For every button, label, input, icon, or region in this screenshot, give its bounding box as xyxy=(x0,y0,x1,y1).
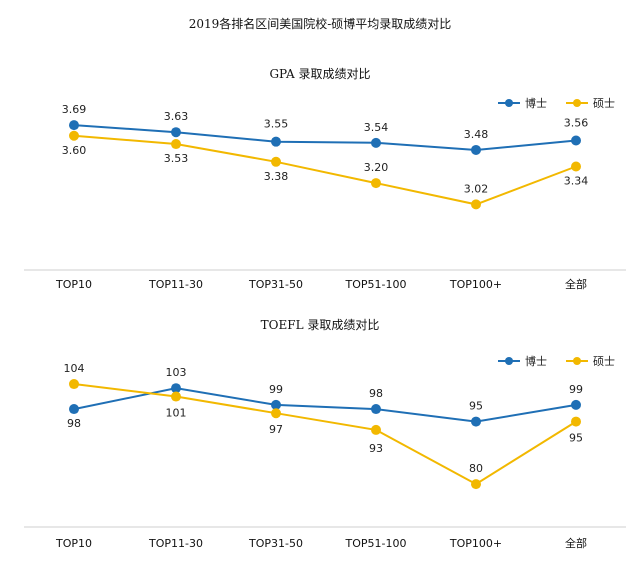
data-label: 3.02 xyxy=(464,182,489,195)
data-label: 101 xyxy=(166,407,187,420)
data-point xyxy=(371,137,381,148)
data-label: 3.34 xyxy=(564,175,589,188)
data-label: 3.53 xyxy=(164,152,189,165)
data-label: 98 xyxy=(67,417,81,430)
x-tick-label: TOP100+ xyxy=(449,278,502,291)
legend-marker xyxy=(573,357,581,365)
data-label: 3.63 xyxy=(164,110,189,123)
data-point xyxy=(571,135,581,146)
x-tick-label: TOP100+ xyxy=(449,537,502,550)
chart-title: GPA 录取成绩对比 xyxy=(269,67,370,81)
data-point xyxy=(69,120,79,131)
data-label: 99 xyxy=(269,383,283,396)
data-point xyxy=(571,416,581,427)
data-label: 3.20 xyxy=(364,161,389,174)
x-tick-label: 全部 xyxy=(565,277,587,291)
data-label: 95 xyxy=(569,432,583,445)
data-point xyxy=(271,136,281,147)
gpa-chart: GPA 录取成绩对比 TOP10 TOP11-30 TOP31-50 TOP51-100… xyxy=(24,67,626,291)
data-point xyxy=(471,479,481,490)
x-tick-label: 全部 xyxy=(565,536,587,550)
x-tick-label: TOP51-100 xyxy=(345,537,407,550)
toefl-chart: TOEFL 录取成绩对比 TOP10 TOP11-30 TOP31-50 TOP51-1… xyxy=(24,318,626,550)
data-point xyxy=(69,379,79,390)
x-tick-label: TOP11-30 xyxy=(148,537,203,550)
data-label: 95 xyxy=(469,400,483,413)
data-label: 93 xyxy=(369,442,383,455)
data-point xyxy=(571,399,581,410)
legend-marker xyxy=(573,99,581,107)
x-tick-label: TOP31-50 xyxy=(248,278,303,291)
data-point xyxy=(571,161,581,172)
data-label: 3.54 xyxy=(364,121,389,134)
legend-marker xyxy=(505,99,513,107)
data-label: 3.56 xyxy=(564,116,589,129)
data-point xyxy=(471,416,481,427)
legend-marker xyxy=(505,357,513,365)
legend-label: 博士 xyxy=(525,97,547,110)
series-line xyxy=(73,134,577,206)
legend-label: 硕士 xyxy=(593,97,615,110)
x-tick-label: TOP10 xyxy=(55,537,92,550)
data-label: 3.38 xyxy=(264,170,289,183)
x-tick-label: TOP11-30 xyxy=(148,278,203,291)
data-label: 103 xyxy=(166,366,187,379)
data-point xyxy=(171,391,181,402)
x-tick-label: TOP10 xyxy=(55,278,92,291)
chart-title: TOEFL 录取成绩对比 xyxy=(261,318,380,332)
data-point xyxy=(171,139,181,150)
data-point xyxy=(371,424,381,435)
data-label: 97 xyxy=(269,423,283,436)
data-label: 3.69 xyxy=(62,103,87,116)
data-point xyxy=(69,130,79,141)
series-line xyxy=(73,383,577,486)
series-line xyxy=(73,124,577,152)
data-point xyxy=(371,404,381,415)
x-tick-label: TOP51-100 xyxy=(345,278,407,291)
legend-label: 博士 xyxy=(525,355,547,368)
page-title: 2019各排名区间美国院校-硕博平均录取成绩对比 xyxy=(188,17,452,31)
data-point xyxy=(271,408,281,419)
data-point xyxy=(471,199,481,210)
data-point xyxy=(171,127,181,138)
data-label: 99 xyxy=(569,383,583,396)
data-label: 80 xyxy=(469,462,483,475)
data-label: 104 xyxy=(64,362,85,375)
data-point xyxy=(271,156,281,167)
data-point xyxy=(69,404,79,415)
data-point xyxy=(371,178,381,189)
data-label: 3.60 xyxy=(62,144,87,157)
data-label: 3.55 xyxy=(264,118,289,131)
legend-label: 硕士 xyxy=(593,355,615,368)
data-label: 3.48 xyxy=(464,128,489,141)
data-point xyxy=(171,383,181,394)
data-label: 98 xyxy=(369,387,383,400)
x-tick-label: TOP31-50 xyxy=(248,537,303,550)
data-point xyxy=(271,399,281,410)
series-line xyxy=(73,387,577,423)
data-point xyxy=(471,144,481,155)
